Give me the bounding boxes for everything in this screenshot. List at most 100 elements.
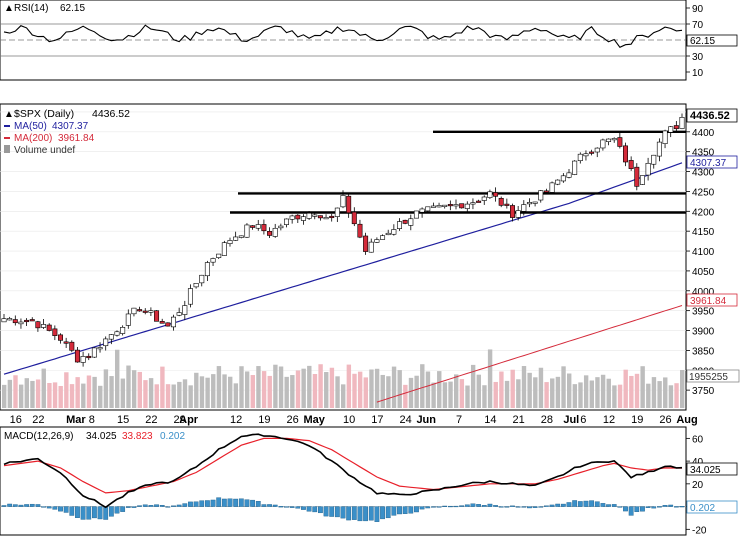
candle-body	[447, 204, 453, 207]
volume-bar	[386, 376, 391, 408]
macd-hist-value: 0.202	[160, 431, 185, 442]
macd-histogram-bar	[611, 504, 617, 507]
volume-bar	[148, 378, 154, 408]
candle-body	[662, 130, 668, 144]
macd-histogram-bar	[594, 501, 600, 507]
macd-histogram-bar	[640, 506, 645, 512]
candle-body	[63, 341, 69, 344]
volume-bar	[216, 366, 222, 408]
macd-histogram-bar	[278, 506, 284, 508]
volume-bar	[380, 374, 385, 408]
candle-body	[504, 203, 510, 206]
x-axis-label: 8	[89, 414, 95, 426]
macd-histogram-bar	[431, 506, 436, 508]
price-tick-label: 4250	[692, 187, 715, 198]
volume-bar	[188, 385, 193, 408]
candle-body	[74, 349, 80, 363]
x-axis-label: 19	[258, 414, 270, 426]
macd-histogram-bar	[176, 504, 182, 507]
volume-bar	[312, 374, 318, 408]
macd-histogram-bar	[419, 506, 425, 510]
volume-bar	[199, 376, 205, 408]
volume-bar	[414, 375, 419, 408]
volume-bar	[634, 373, 640, 408]
price-axis-ticks: 4450440043504300425042004150410040504000…	[686, 108, 715, 397]
macd-histogram-bar	[125, 506, 131, 508]
volume-bar	[92, 376, 97, 408]
candle-body	[526, 202, 532, 205]
macd-histogram-bar	[35, 504, 41, 507]
x-axis-label: 19	[631, 414, 643, 426]
macd-histogram-bar	[41, 506, 46, 508]
volume-bar	[177, 381, 182, 408]
macd-axis-ticks: 6040200-20	[686, 434, 707, 536]
macd-histogram-bar	[402, 506, 408, 514]
rsi-tick-label: 10	[692, 68, 704, 79]
candle-body	[357, 223, 363, 238]
macd-histogram-bar	[510, 505, 515, 507]
volume-swatch	[4, 145, 10, 153]
candle-body	[255, 224, 261, 229]
x-axis-label: 7	[456, 414, 462, 426]
price-symbol-label: $SPX (Daily)	[14, 108, 74, 120]
x-axis-label: Mar	[66, 414, 86, 426]
volume-bar	[171, 384, 176, 408]
macd-histogram-bar	[108, 506, 114, 517]
macd-histogram-bar	[137, 505, 142, 507]
volume-bar	[239, 366, 244, 408]
volume-bar	[335, 376, 340, 408]
rsi-label: RSI(14)	[14, 3, 48, 14]
candle-body	[86, 355, 92, 359]
macd-histogram-bar	[368, 506, 374, 521]
macd-histogram-bar	[385, 506, 391, 519]
volume-bar	[2, 384, 7, 408]
macd-tick-label: -20	[692, 525, 707, 536]
ma50-last-value: 4307.37	[690, 158, 727, 169]
macd-histogram-bar	[238, 498, 244, 507]
candle-body	[487, 191, 493, 198]
volume-bar	[561, 366, 566, 408]
volume-bar	[126, 365, 131, 408]
volume-bar	[69, 384, 75, 408]
macd-histogram-bar	[91, 506, 97, 519]
volume-bar	[555, 376, 561, 408]
candle-body	[600, 139, 606, 149]
volume-bar	[448, 381, 453, 408]
volume-bar	[567, 373, 572, 408]
candle-body	[323, 217, 329, 220]
macd-line	[3, 433, 683, 509]
volume-bar	[143, 380, 148, 408]
candle-body	[193, 283, 199, 288]
volume-bar	[165, 384, 171, 408]
volume-bar	[98, 385, 103, 408]
macd-histogram-bar	[617, 506, 623, 508]
volume-bar	[103, 369, 109, 408]
price-tick-label: 3850	[692, 346, 715, 357]
volume-bar	[465, 385, 470, 408]
macd-histogram-bar	[159, 504, 165, 507]
candle-body	[470, 202, 476, 205]
candle-body	[7, 318, 13, 321]
volume-bar	[211, 374, 216, 408]
macd-histogram-bar	[24, 504, 29, 507]
candle-body	[391, 229, 397, 235]
candle-body	[159, 321, 165, 324]
macd-histogram-bar	[425, 506, 431, 509]
candle-body	[622, 145, 628, 163]
volume-bar	[47, 382, 52, 408]
price-last-text: 4436.52	[92, 108, 130, 120]
rsi-grid	[0, 23, 686, 57]
candle-body	[300, 216, 306, 221]
volume-bar	[510, 369, 515, 408]
volume-bar	[52, 382, 58, 408]
macd-histogram-bar	[148, 505, 154, 507]
macd-last-box	[686, 462, 738, 476]
candle-body	[346, 195, 352, 214]
macd-histogram-bar	[380, 506, 385, 520]
macd-histogram-bar	[470, 503, 476, 507]
candle-body	[154, 310, 160, 322]
rsi-tick-label: 90	[692, 4, 704, 15]
macd-histogram-bar	[329, 506, 335, 517]
candle-body	[278, 225, 284, 229]
